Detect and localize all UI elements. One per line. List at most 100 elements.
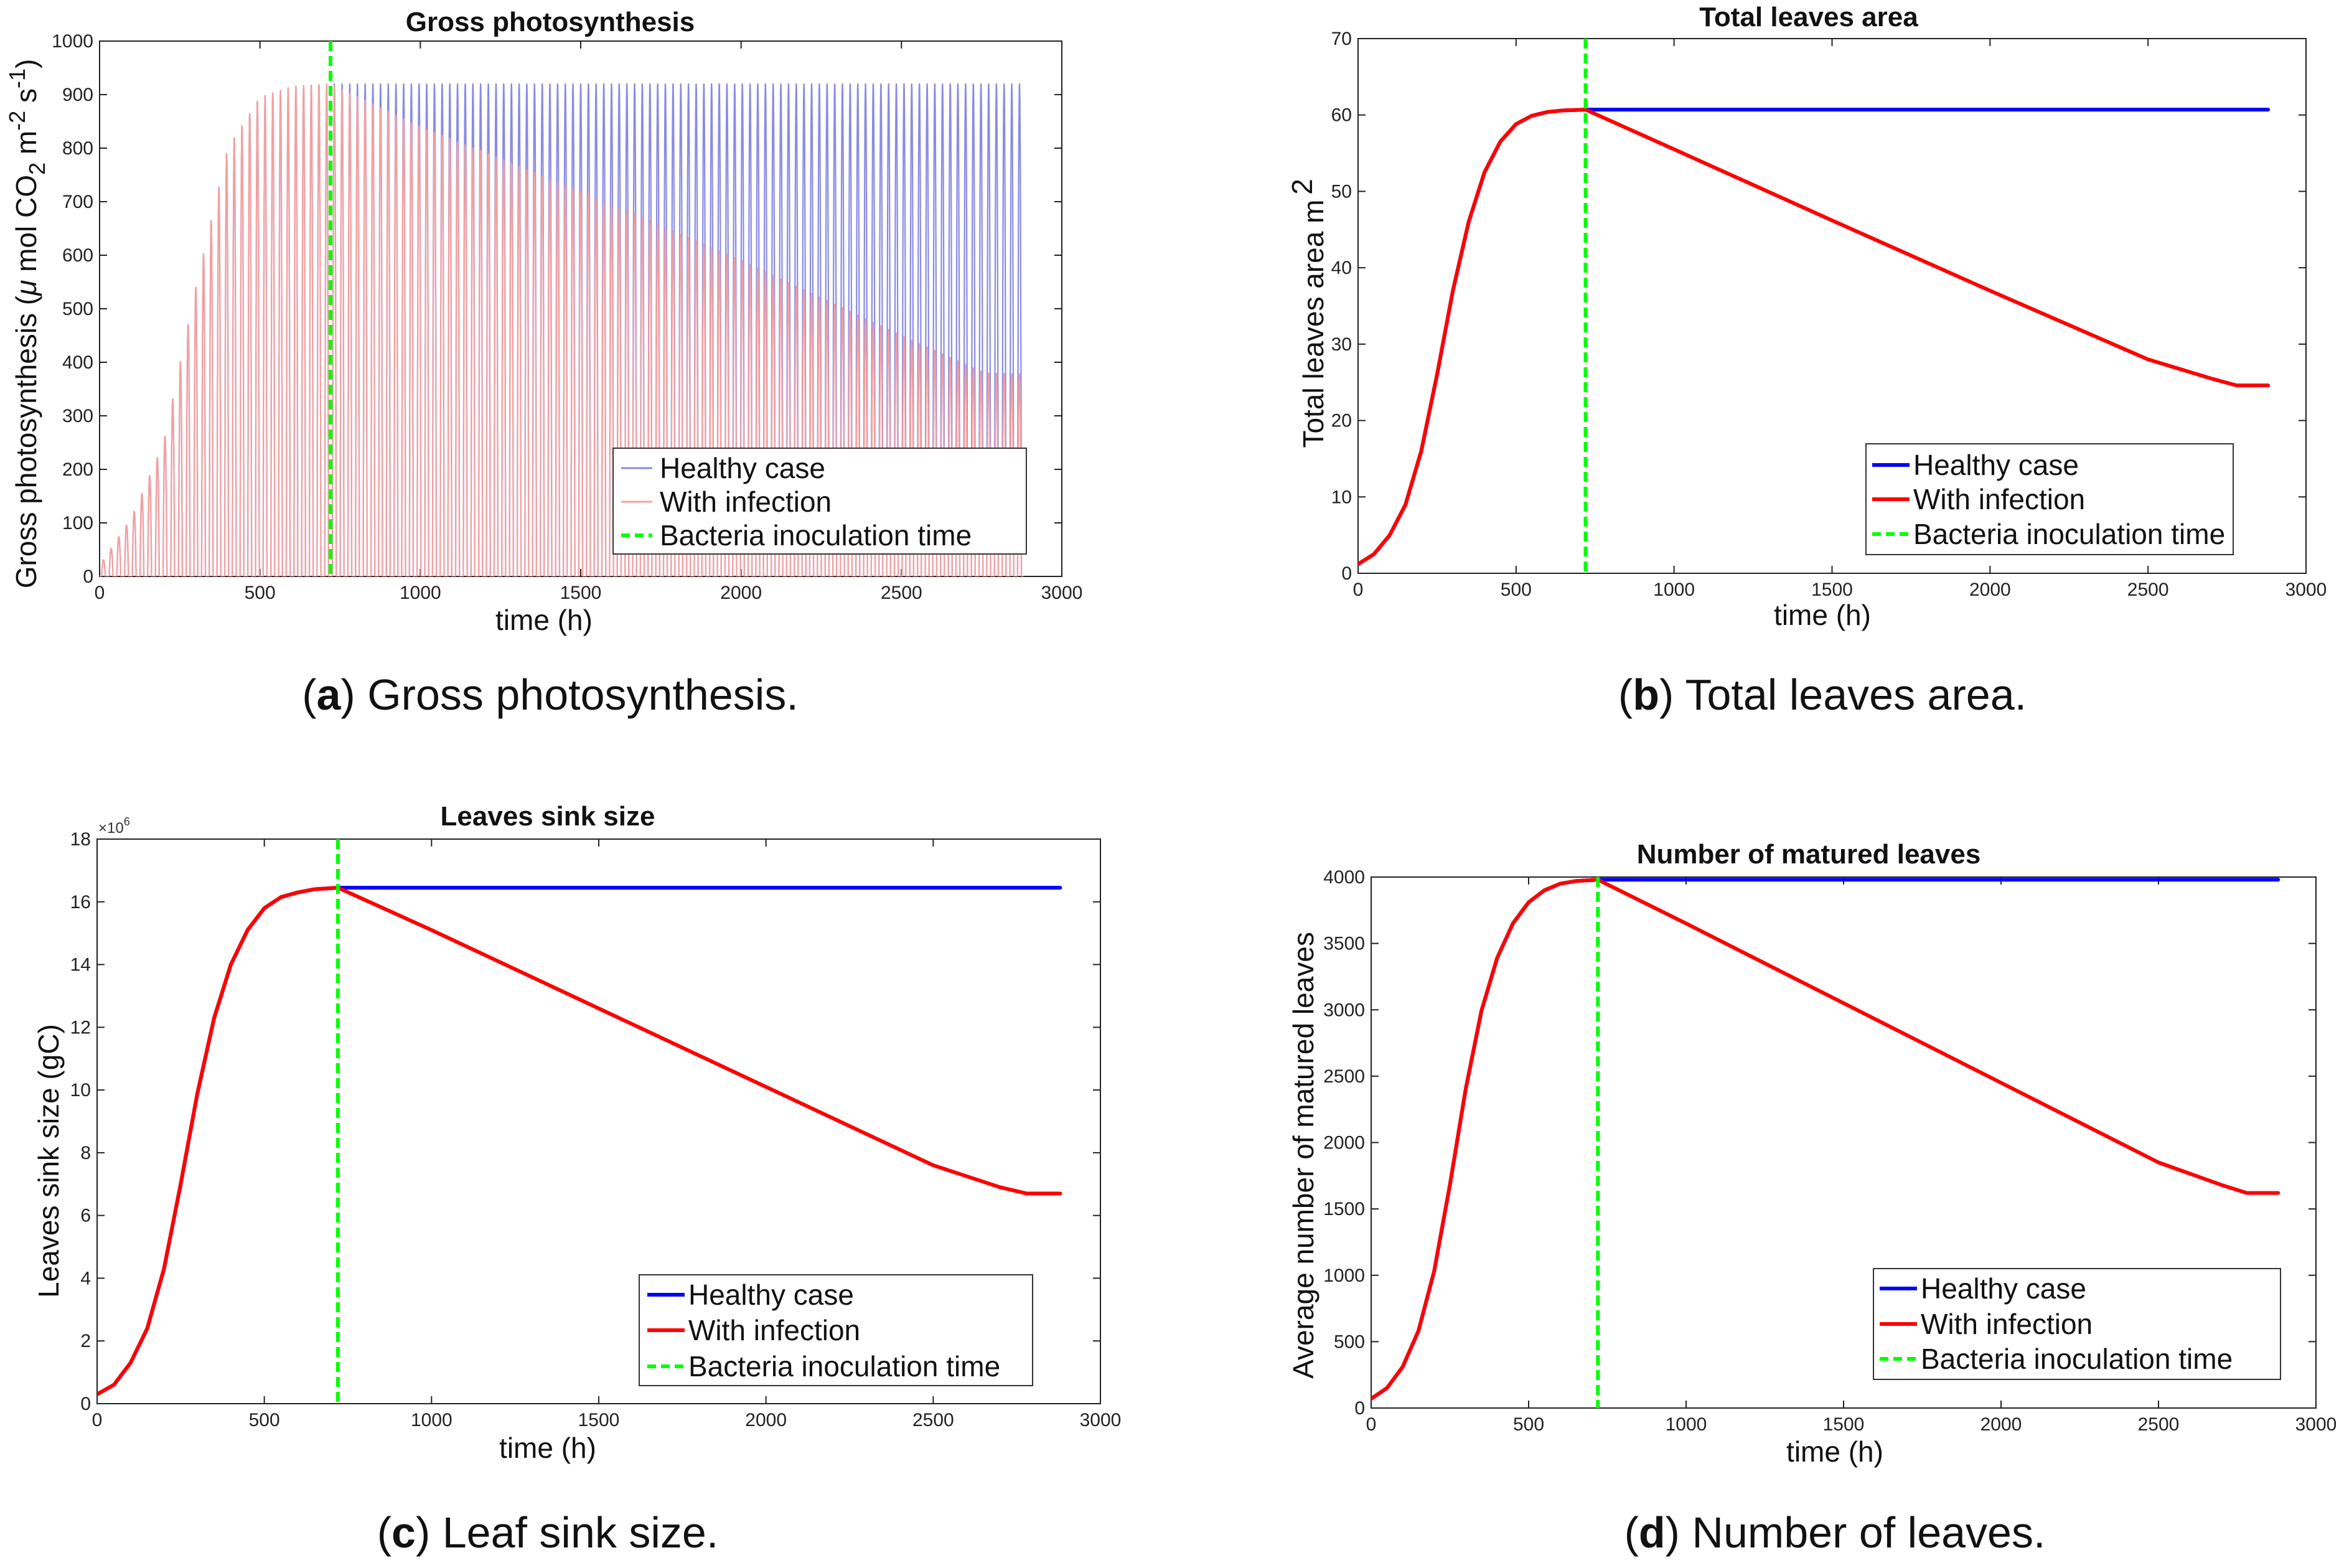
caption-c: (c) Leaf sink size. — [377, 1508, 719, 1557]
y-tick-label: 14 — [70, 955, 91, 975]
panel-gross-photosynthesis: Gross photosynthesis 0 500 1000 1500 2000 250… — [4, 7, 1082, 719]
x-tick-label: 500 — [1513, 1414, 1544, 1435]
y-axis-label: Leaves sink size (gC) — [32, 1024, 65, 1298]
legend-healthy-label: Healthy case — [1921, 1272, 2086, 1305]
series-group — [1358, 108, 2271, 566]
legend-healthy-label: Healthy case — [660, 452, 825, 484]
legend-infection-label: With infection — [660, 486, 832, 518]
x-tick-label: 2500 — [2127, 580, 2169, 600]
legend: Healthy case With infection Bacteria ino… — [1865, 443, 2234, 555]
y-tick-label: 0 — [80, 1394, 91, 1414]
panel-total-leaves-area: Total leaves area 0 500 1000 1500 2000 2500 30… — [1286, 2, 2327, 719]
x-tick-label: 500 — [1501, 580, 1532, 600]
y-tick-label: 400 — [62, 352, 93, 373]
x-tick-label: 1000 — [1653, 580, 1695, 600]
panel-number-matured-leaves: Number of matured leaves 0 500 1000 1500 200… — [1287, 839, 2337, 1557]
y-multiplier: ×106 — [98, 815, 130, 837]
x-axis-label: time (h) — [499, 1432, 596, 1464]
chart-title: Number of matured leaves — [1637, 839, 1981, 870]
y-tick-label: 2 — [80, 1331, 91, 1351]
x-tick-label: 1500 — [1823, 1414, 1865, 1435]
chart-title: Total leaves area — [1699, 2, 1918, 32]
x-tick-label: 1000 — [411, 1410, 452, 1430]
series-infection-line — [100, 83, 1024, 576]
y-tick-label: 100 — [62, 513, 93, 533]
y-axis-label: Total leaves area m — [1297, 200, 1329, 448]
y-tick-label: 40 — [1331, 258, 1352, 278]
y-tick-label: 12 — [70, 1017, 91, 1038]
legend: Healthy case With infection Bacteria ino… — [612, 448, 1027, 555]
x-axis-label: time (h) — [495, 604, 593, 636]
y-tick-label: 16 — [70, 892, 91, 913]
legend: Healthy case With infection Bacteria ino… — [639, 1274, 1033, 1386]
y-tick-label: 700 — [62, 192, 93, 212]
y-tick-label: 70 — [1331, 29, 1352, 49]
y-tick-label: 1000 — [1323, 1265, 1365, 1286]
x-tick-label: 0 — [92, 1410, 103, 1430]
y-tick-label: 50 — [1331, 181, 1352, 202]
x-tick-label: 1000 — [400, 583, 441, 603]
legend-inoculation-label: Bacteria inoculation time — [1921, 1343, 2233, 1375]
chart-title: Gross photosynthesis — [406, 7, 695, 37]
y-tick-label: 500 — [62, 299, 93, 319]
legend-healthy-label: Healthy case — [1913, 449, 2079, 481]
y-tick-label: 800 — [62, 138, 93, 159]
plot-area: 0 500 1000 1500 2000 2500 3000 0 100 200 300 400 500… — [52, 31, 1082, 603]
x-tick-label: 500 — [245, 583, 276, 603]
legend-healthy-label: Healthy case — [688, 1279, 854, 1311]
x-tick-label: 0 — [95, 583, 105, 603]
legend: Healthy case With infection Bacteria ino… — [1873, 1268, 2281, 1380]
y-tick-label: 30 — [1331, 334, 1352, 355]
panel-leaves-sink-size: Leaves sink size ×106 0 500 1000 1500 2000 25… — [32, 801, 1121, 1557]
x-tick-label: 3000 — [2285, 580, 2327, 600]
x-tick-label: 2500 — [881, 583, 922, 603]
caption-d: (d) Number of leaves. — [1624, 1508, 2046, 1557]
x-tick-label: 2000 — [745, 1410, 787, 1430]
y-tick-label: 3000 — [1323, 1000, 1365, 1020]
x-axis-label: time (h) — [1774, 599, 1871, 631]
series-infection-line — [1358, 108, 2271, 566]
x-tick-label: 1000 — [1666, 1414, 1707, 1435]
x-tick-label: 500 — [249, 1410, 280, 1430]
y-tick-label: 2000 — [1323, 1133, 1365, 1153]
y-tick-label: 1000 — [52, 31, 93, 52]
x-tick-label: 1500 — [1811, 580, 1853, 600]
series-infection-line — [97, 886, 1062, 1396]
x-tick-label: 1500 — [560, 583, 602, 603]
y-tick-label: 3500 — [1323, 934, 1365, 954]
x-tick-label: 3000 — [1080, 1410, 1122, 1430]
chart-title: Leaves sink size — [441, 801, 655, 832]
series-group — [100, 83, 1024, 576]
y-tick-label: 300 — [62, 406, 93, 426]
y-tick-label: 8 — [80, 1143, 91, 1163]
legend-inoculation-label: Bacteria inoculation time — [660, 519, 972, 552]
x-tick-label: 3000 — [1041, 583, 1083, 603]
y-tick-label: 900 — [62, 85, 93, 105]
caption-b: (b) Total leaves area. — [1618, 670, 2027, 719]
legend-inoculation-label: Bacteria inoculation time — [688, 1350, 1000, 1383]
y-axis-label: Gross photosynthesis (μ mol CO2 m-2 s-1) — [4, 59, 50, 589]
x-tick-label: 3000 — [2295, 1414, 2337, 1435]
x-axis-label: time (h) — [1786, 1435, 1883, 1468]
y-tick-label: 0 — [83, 566, 93, 587]
x-tick-label: 2000 — [720, 583, 762, 603]
y-tick-label: 500 — [1334, 1331, 1365, 1352]
x-tick-label: 2000 — [1969, 580, 2011, 600]
legend-inoculation-label: Bacteria inoculation time — [1913, 518, 2225, 550]
y-axis-label: Average number of matured leaves — [1287, 932, 1319, 1379]
y-tick-label: 4 — [80, 1268, 91, 1289]
legend-infection-label: With infection — [1913, 483, 2085, 515]
x-tick-label: 0 — [1353, 580, 1364, 600]
x-tick-label: 2500 — [2138, 1414, 2180, 1435]
y-tick-label: 10 — [1331, 487, 1352, 507]
y-tick-label: 1500 — [1323, 1199, 1365, 1219]
x-tick-label: 1500 — [578, 1410, 620, 1430]
legend-infection-label: With infection — [1921, 1308, 2093, 1340]
y-tick-label: 10 — [70, 1080, 91, 1101]
legend-infection-label: With infection — [688, 1314, 860, 1346]
y-tick-label: 600 — [62, 245, 93, 266]
plot-area: 0 500 1000 1500 2000 2500 3000 0 10 20 30 40 50 60 70 — [1331, 29, 2327, 600]
plot-area: 0 500 1000 1500 2000 2500 3000 0 2 4 6 8 10 12 14 16 18 — [70, 829, 1122, 1430]
series-group — [1371, 878, 2280, 1401]
